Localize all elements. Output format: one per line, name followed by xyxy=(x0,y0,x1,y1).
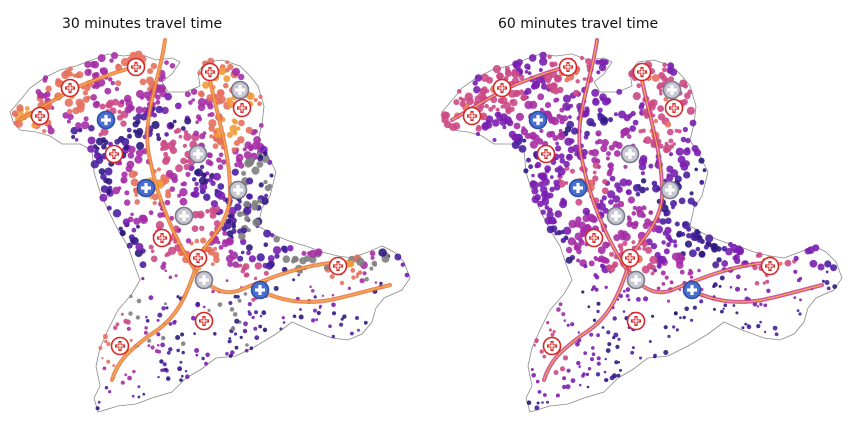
hospital-blue-cross-icon xyxy=(682,280,702,300)
hospital-cross-icon xyxy=(110,336,130,356)
hospital-cross-icon xyxy=(194,311,214,331)
hospital-grey-cross-icon xyxy=(626,270,646,290)
hospital-grey-cross-icon xyxy=(230,80,250,100)
hospital-cross-icon xyxy=(558,57,578,77)
hospital-grey-cross-icon xyxy=(228,180,248,200)
accessibility-map-30min xyxy=(9,38,411,413)
hospital-blue-cross-icon xyxy=(250,280,270,300)
hospital-cross-icon xyxy=(232,98,252,118)
hospital-cross-icon xyxy=(536,144,556,164)
accessibility-cells xyxy=(440,51,838,411)
accessibility-map-60min xyxy=(440,38,843,413)
hospital-grey-cross-icon xyxy=(606,206,626,226)
hospital-cross-icon xyxy=(632,62,652,82)
hospital-cross-icon xyxy=(126,57,146,77)
hospital-grey-cross-icon xyxy=(620,144,640,164)
hospital-cross-icon xyxy=(626,311,646,331)
hospital-cross-icon xyxy=(152,228,172,248)
hospital-cross-icon xyxy=(30,106,50,126)
hospital-blue-cross-icon xyxy=(136,178,156,198)
hospital-cross-icon xyxy=(188,248,208,268)
hospital-grey-cross-icon xyxy=(188,144,208,164)
hospital-grey-cross-icon xyxy=(662,80,682,100)
hospital-blue-cross-icon xyxy=(96,110,116,130)
hospital-blue-cross-icon xyxy=(568,178,588,198)
hospital-cross-icon xyxy=(542,336,562,356)
hospital-cross-icon xyxy=(492,78,512,98)
hospital-grey-cross-icon xyxy=(660,180,680,200)
hospital-cross-icon xyxy=(664,98,684,118)
hospital-cross-icon xyxy=(584,228,604,248)
hospital-cross-icon xyxy=(760,256,780,276)
panel-title-60min: 60 minutes travel time xyxy=(498,16,659,32)
hospital-cross-icon xyxy=(200,62,220,82)
hospital-cross-icon xyxy=(60,78,80,98)
panel-title-30min: 30 minutes travel time xyxy=(62,16,223,32)
hospital-markers xyxy=(30,57,348,356)
hospital-markers xyxy=(462,57,780,356)
hospital-cross-icon xyxy=(462,106,482,126)
hospital-grey-cross-icon xyxy=(174,206,194,226)
map-panel-30min: 30 minutes travel time xyxy=(0,0,420,434)
hospital-cross-icon xyxy=(328,256,348,276)
hospital-cross-icon xyxy=(620,248,640,268)
hospital-blue-cross-icon xyxy=(528,110,548,130)
hospital-grey-cross-icon xyxy=(194,270,214,290)
map-panel-60min: 60 minutes travel time xyxy=(432,0,852,434)
hospital-cross-icon xyxy=(104,144,124,164)
